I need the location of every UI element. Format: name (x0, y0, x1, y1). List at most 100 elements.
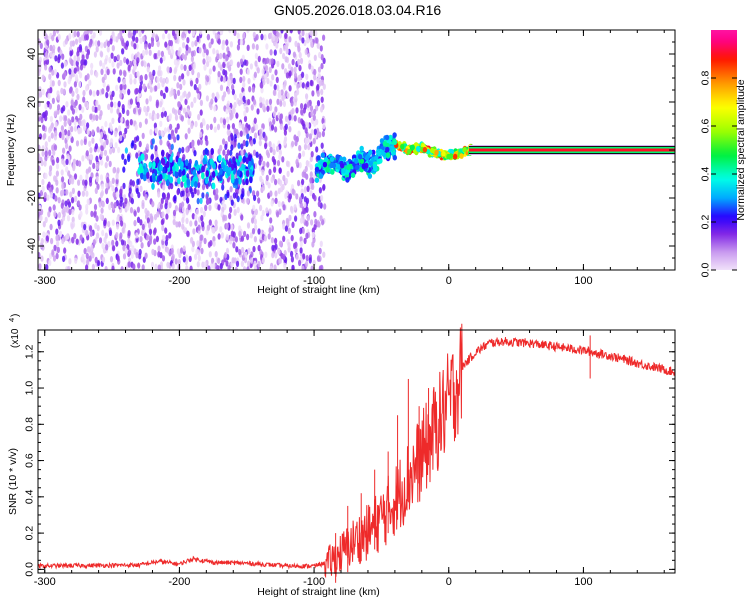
noise-cell (203, 64, 207, 71)
noise-cell (298, 64, 302, 72)
noise-cell (281, 63, 285, 70)
noise-cell (276, 159, 281, 167)
noise-cell (235, 128, 239, 136)
noise-cell (142, 49, 146, 57)
noise-cell (166, 66, 170, 73)
noise-cell (193, 96, 197, 104)
noise-cell (262, 160, 266, 168)
signal-cell (218, 154, 222, 162)
noise-cell (217, 204, 221, 211)
noise-cell (185, 186, 189, 194)
noise-cell (164, 239, 168, 246)
noise-cell (115, 240, 119, 247)
noise-cell (130, 53, 135, 60)
noise-cell (146, 66, 150, 73)
noise-cell (269, 49, 273, 56)
noise-cell (220, 75, 224, 82)
noise-cell (299, 217, 304, 224)
noise-cell (150, 217, 154, 224)
noise-cell (176, 248, 180, 255)
noise-cell (196, 197, 200, 205)
noise-cell (228, 107, 232, 114)
noise-cell (301, 82, 305, 89)
signal-cell (329, 156, 335, 162)
noise-cell (201, 261, 205, 268)
x-tick-label: -300 (34, 275, 56, 287)
noise-cell (59, 49, 63, 56)
noise-cell (278, 208, 282, 215)
noise-cell (240, 235, 245, 242)
noise-cell (254, 132, 258, 139)
noise-cell (293, 204, 297, 211)
noise-cell (284, 115, 289, 123)
x-axis-label: Height of straight line (km) (257, 284, 380, 296)
page-title: GN05.2026.018.03.04.R16 (273, 2, 442, 18)
noise-cell (251, 86, 255, 93)
noise-cell (245, 106, 249, 113)
noise-cell (269, 146, 273, 153)
noise-cell (177, 258, 181, 266)
signal-cell (142, 174, 147, 182)
noise-cell (181, 206, 185, 213)
noise-cell (232, 192, 236, 199)
noise-cell (103, 149, 108, 157)
noise-cell (150, 153, 155, 160)
noise-cell (304, 137, 309, 145)
noise-cell (235, 152, 239, 159)
noise-cell (246, 233, 250, 241)
noise-cell (263, 235, 267, 242)
noise-cell (79, 72, 83, 79)
noise-cell (61, 73, 66, 80)
noise-cell (155, 235, 159, 243)
noise-cell (166, 207, 170, 215)
noise-cell (224, 153, 228, 161)
noise-cell (221, 200, 225, 207)
noise-cell (41, 88, 45, 96)
noise-cell (148, 238, 152, 245)
noise-cell (62, 211, 66, 218)
noise-cell (99, 110, 103, 117)
noise-cell (212, 65, 216, 72)
noise-cell (183, 90, 187, 98)
noise-cell (53, 175, 57, 182)
noise-cell (72, 158, 76, 166)
tone-core (468, 148, 675, 152)
noise-cell (271, 156, 275, 163)
noise-cell (94, 143, 98, 150)
noise-cell (106, 85, 110, 93)
noise-cell (115, 232, 119, 239)
signal-cell (220, 161, 225, 169)
noise-cell (215, 188, 219, 195)
signal-cell (177, 157, 182, 165)
signal-cell (202, 157, 207, 165)
noise-cell (88, 41, 92, 48)
noise-cell (79, 234, 83, 241)
signal-cell (181, 168, 186, 176)
noise-cell (236, 32, 240, 39)
y-tick-label: 1.0 (24, 381, 36, 396)
noise-cell (54, 130, 58, 137)
noise-cell (315, 37, 319, 44)
noise-cell (38, 133, 43, 140)
signal-cell (361, 163, 366, 170)
noise-cell (193, 83, 197, 91)
noise-cell (90, 69, 94, 76)
noise-cell (298, 152, 302, 160)
noise-cell (220, 30, 224, 35)
noise-cell (180, 181, 184, 188)
noise-cell (190, 122, 194, 130)
noise-cell (199, 138, 203, 146)
noise-cell (113, 101, 117, 109)
noise-cell (238, 122, 242, 129)
noise-cell (84, 100, 88, 108)
noise-cell (144, 154, 148, 162)
colorbar-tick-label: 0.6 (700, 119, 712, 134)
noise-cell (203, 237, 207, 245)
noise-cell (299, 81, 303, 88)
noise-cell (170, 247, 174, 255)
noise-cell (42, 231, 46, 238)
noise-cell (292, 51, 296, 58)
noise-cell (164, 30, 168, 34)
noise-cell (320, 106, 324, 113)
